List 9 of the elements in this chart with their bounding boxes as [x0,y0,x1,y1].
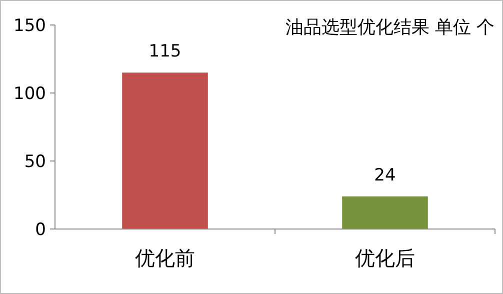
x-tick-label: 优化前 [135,246,195,270]
data-label: 24 [374,165,396,186]
y-tick-label: 100 [14,84,46,104]
y-tick-label: 150 [14,16,46,36]
y-tick-label: 0 [35,220,46,240]
y-tick-label: 50 [24,152,46,172]
x-tick-label: 优化后 [355,246,415,270]
chart-title: 油品选型优化结果 单位 个 [285,17,495,38]
data-label: 115 [148,42,182,62]
